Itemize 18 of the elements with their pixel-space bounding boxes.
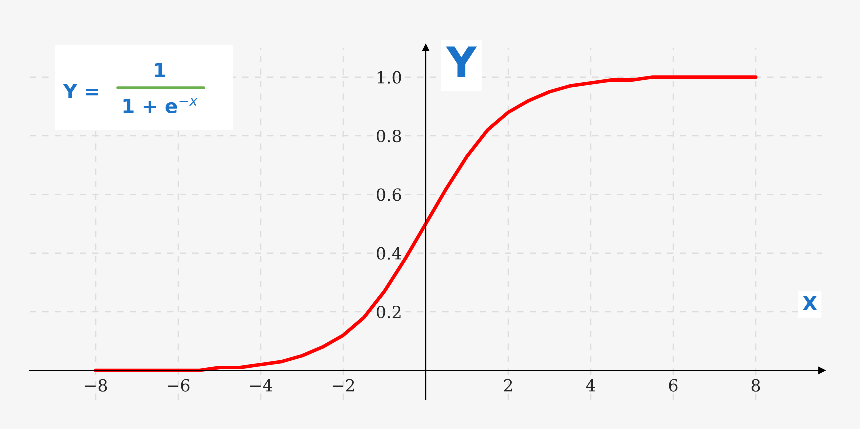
y-tick-label: 0.2 bbox=[376, 306, 401, 319]
y-tick-label: 1.0 bbox=[378, 71, 402, 84]
x-tick-label: 8 bbox=[752, 379, 760, 392]
annotation: 1 bbox=[155, 63, 166, 78]
y-tick-label: 0.6 bbox=[376, 188, 402, 202]
x-axis-title: X bbox=[802, 296, 818, 310]
x-tick-label: −6 bbox=[168, 379, 190, 392]
x-tick-label: −2 bbox=[332, 379, 354, 392]
x-tick-label: 6 bbox=[669, 379, 678, 392]
x-tick-label: −4 bbox=[250, 379, 272, 392]
y-axis-title: Y bbox=[446, 46, 478, 78]
x-tick-label: 2 bbox=[504, 379, 512, 392]
x-tick-label: 4 bbox=[586, 379, 596, 392]
x-tick-label: −8 bbox=[85, 379, 108, 392]
annotation: 1 + e$^{−x}$ bbox=[124, 98, 198, 114]
y-tick-label: 0.8 bbox=[376, 130, 402, 143]
y-tick-label: 0.4 bbox=[376, 247, 402, 260]
annotation: Y = bbox=[63, 84, 99, 98]
